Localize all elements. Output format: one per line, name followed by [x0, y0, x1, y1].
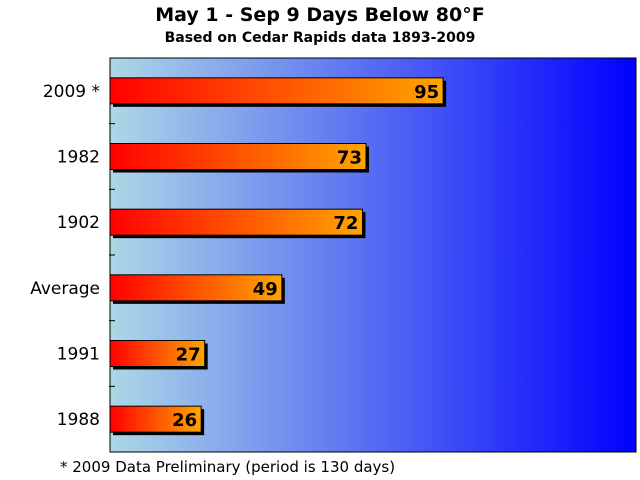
bar — [109, 143, 367, 170]
bar — [109, 340, 206, 367]
value-labels: 95 73 72 49 27 26 — [172, 82, 439, 431]
value-label: 72 — [333, 213, 358, 234]
plot-area — [109, 57, 637, 453]
value-label: 26 — [172, 410, 197, 431]
category-label: 1991 — [57, 345, 100, 365]
chart-title: May 1 - Sep 9 Days Below 80°F — [155, 4, 485, 26]
value-label: 73 — [337, 148, 362, 169]
bar — [109, 274, 283, 302]
value-label: 27 — [176, 345, 201, 366]
category-label: Average — [30, 279, 100, 299]
value-label: 95 — [414, 82, 439, 103]
chart-subtitle: Based on Cedar Rapids data 1893-2009 — [164, 30, 476, 46]
axis-ticks — [109, 123, 115, 387]
bar — [109, 77, 444, 105]
bar — [109, 208, 363, 236]
category-label: 1982 — [57, 148, 100, 168]
category-label: 2009 * — [43, 82, 100, 102]
footnote: * 2009 Data Preliminary (period is 130 d… — [60, 458, 396, 476]
value-label: 49 — [253, 279, 278, 300]
bar — [109, 405, 202, 433]
category-label: 1988 — [57, 410, 100, 430]
category-label: 1902 — [57, 213, 100, 233]
category-labels: 2009 * 1982 1902 Average 1991 1988 — [30, 82, 100, 430]
bars-group — [109, 77, 447, 436]
